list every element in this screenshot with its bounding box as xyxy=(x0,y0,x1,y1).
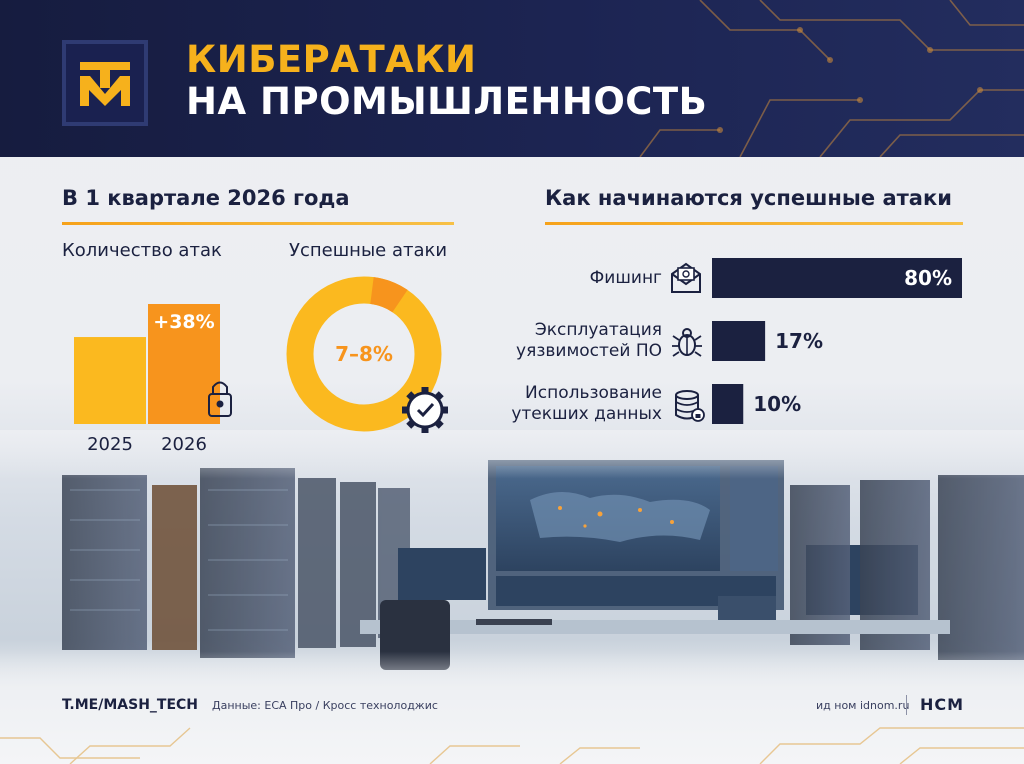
tm-logo-icon xyxy=(62,40,148,126)
header-banner: КИБЕРАТАКИ НА ПРОМЫШЛЕННОСТЬ xyxy=(0,0,1024,157)
email-icon xyxy=(671,262,701,293)
page-title-line-1: КИБЕРАТАКИ xyxy=(186,38,477,81)
donut-center-label: 7–8% xyxy=(335,342,393,366)
successful-attacks-donut: 7–8% xyxy=(286,276,448,433)
hbar-1 xyxy=(712,258,962,298)
site-credit[interactable]: ид ном idnom.ru xyxy=(816,699,910,712)
lock-icon xyxy=(208,381,232,417)
hbar-value-label: 10% xyxy=(753,392,801,416)
brand-logo: НСМ xyxy=(920,695,965,714)
hbar-2 xyxy=(712,321,766,361)
footer-circuit-decoration xyxy=(0,727,1024,764)
successful-attacks-subtitle: Успешные атаки xyxy=(289,240,448,261)
right-section-title: Как начинаются успешные атаки xyxy=(545,186,952,210)
hbar-value-label: 17% xyxy=(775,329,823,353)
left-section-title: В 1 квартале 2026 года xyxy=(62,186,350,210)
right-section-divider xyxy=(545,222,963,225)
hbar-value-label: 80% xyxy=(904,266,952,290)
source-link[interactable]: T.ME/MASH_TECH xyxy=(62,697,199,713)
bar-2025 xyxy=(74,337,146,424)
bar-category-label: 2025 xyxy=(87,434,133,455)
hbar-category-label: Эксплуатация уязвимостей ПО xyxy=(516,320,662,361)
donut-segment-other xyxy=(286,276,442,432)
bar-category-label: 2026 xyxy=(161,434,207,455)
growth-annotation: +38% xyxy=(153,311,214,333)
gear-check-icon xyxy=(402,387,448,433)
hbar-category-label: Использование утекших данных xyxy=(511,383,662,424)
attacks-count-chart: 2025 2026 +38% xyxy=(74,304,232,455)
server-room-illustration xyxy=(0,430,1024,700)
footer-separator xyxy=(906,695,907,715)
database-icon xyxy=(675,390,705,422)
attack-vectors-chart: 80% 17% 10% xyxy=(712,258,962,424)
circuit-decoration xyxy=(639,0,1024,157)
page-title-line-2: НА ПРОМЫШЛЕННОСТЬ xyxy=(186,80,708,123)
attacks-count-subtitle: Количество атак xyxy=(62,240,222,261)
footer xyxy=(0,686,1024,764)
hbar-category-label: Фишинг xyxy=(589,267,662,288)
hbar-3 xyxy=(712,384,744,424)
data-credit: Данные: ECA Про / Кросс технолоджис xyxy=(212,699,438,712)
left-section-divider xyxy=(62,222,454,225)
bug-icon xyxy=(672,328,702,357)
